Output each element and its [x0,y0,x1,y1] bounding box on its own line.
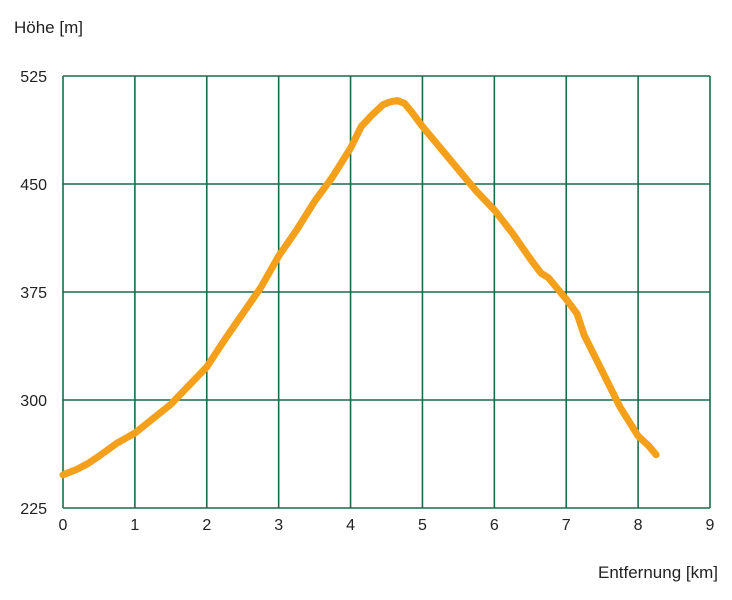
x-tick-label-1: 1 [130,517,139,534]
y-tick-label-375: 375 [20,285,47,302]
x-tick-label-2: 2 [202,517,211,534]
elevation-line-0 [59,97,660,479]
series [59,97,660,479]
tick-labels: 0 1 2 3 4 5 6 7 8 9 225 300 375 450 525 [20,69,714,534]
grid [62,75,711,509]
y-tick-label-225: 225 [20,501,47,518]
x-tick-label-3: 3 [274,517,283,534]
x-axis-title: Entfernung [km] [597,563,718,582]
x-tick-label-9: 9 [706,517,715,534]
x-tick-label-0: 0 [59,517,68,534]
y-tick-label-300: 300 [20,393,47,410]
y-tick-label-450: 450 [20,177,47,194]
x-tick-label-4: 4 [346,517,355,534]
y-axis-title: Höhe [m] [14,18,83,37]
y-tick-label-525: 525 [20,69,47,86]
x-tick-label-8: 8 [634,517,643,534]
x-tick-label-5: 5 [418,517,427,534]
x-tick-label-7: 7 [562,517,571,534]
x-tick-label-6: 6 [490,517,499,534]
